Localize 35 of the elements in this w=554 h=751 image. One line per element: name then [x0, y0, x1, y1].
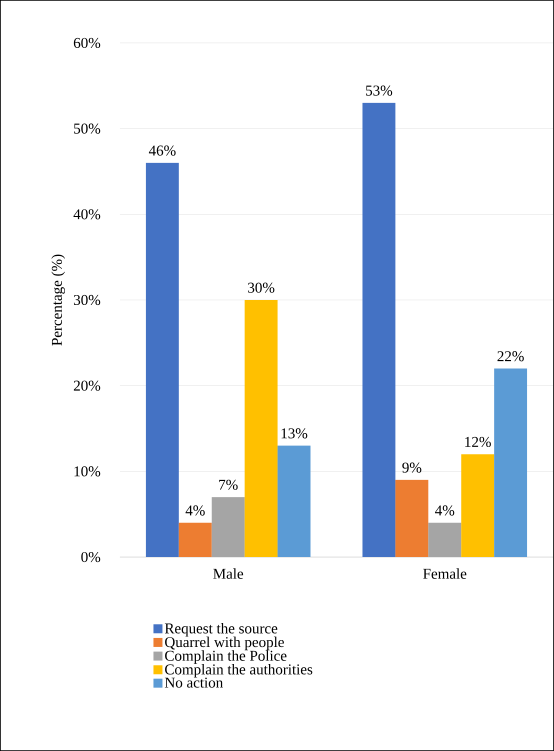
legend-label: Complain the authorities — [165, 664, 312, 678]
legend-label: Quarrel with people — [165, 636, 284, 650]
y-axis-title: Percentage (%) — [51, 254, 66, 346]
y-tick-label: 50% — [74, 124, 100, 134]
data-label: 46% — [148, 146, 176, 156]
data-label: 4% — [186, 505, 205, 516]
x-tick-label: Female — [423, 568, 466, 579]
bar — [395, 480, 428, 558]
bar — [146, 162, 179, 558]
data-label: 9% — [402, 462, 422, 473]
bar — [212, 497, 245, 558]
bar — [428, 522, 462, 558]
data-label: 12% — [465, 436, 491, 448]
bar — [494, 368, 528, 558]
data-label: 4% — [435, 505, 454, 516]
bar — [461, 454, 494, 558]
y-tick-label: 20% — [74, 380, 100, 391]
bar — [278, 446, 311, 558]
data-label: 7% — [219, 480, 238, 490]
data-label: 13% — [282, 428, 308, 438]
y-tick-label: 60% — [74, 38, 100, 48]
y-tick-label: 10% — [74, 466, 100, 476]
legend-label: Complain the Police — [165, 650, 286, 664]
data-label: 53% — [366, 86, 392, 96]
y-tick-label: 40% — [74, 209, 100, 220]
bar — [244, 300, 278, 558]
y-tick-label: 0% — [81, 552, 100, 562]
bar — [178, 522, 212, 558]
y-tick-label: 30% — [74, 294, 100, 306]
bar — [362, 102, 396, 558]
legend-label: Request the source — [164, 622, 278, 637]
legend-label: No action — [164, 678, 224, 688]
x-tick-label: Male — [213, 568, 244, 579]
data-label: 22% — [498, 351, 524, 362]
data-label: 30% — [248, 282, 274, 293]
